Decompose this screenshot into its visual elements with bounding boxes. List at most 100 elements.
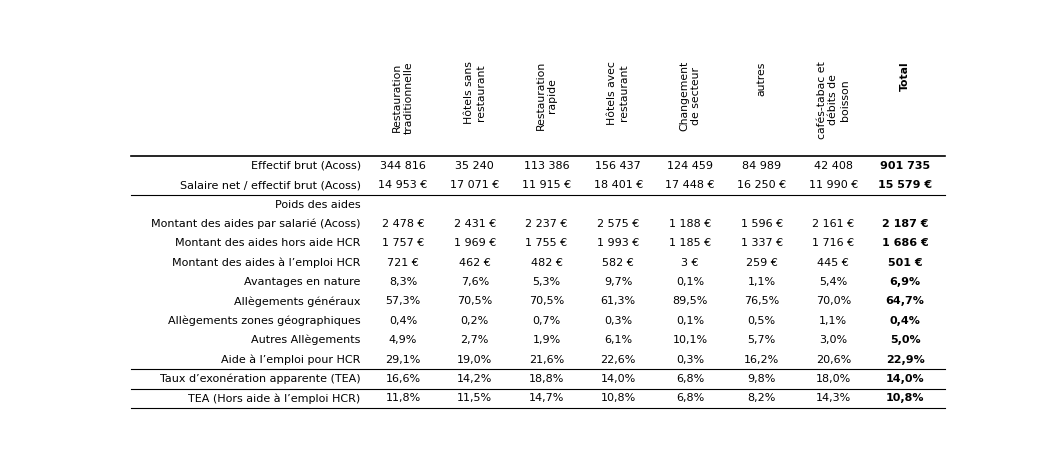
Text: 8,3%: 8,3% xyxy=(388,277,417,287)
Text: 6,9%: 6,9% xyxy=(889,277,921,287)
Text: 16 250 €: 16 250 € xyxy=(737,180,786,190)
Text: 11,5%: 11,5% xyxy=(457,393,492,403)
Text: 14,7%: 14,7% xyxy=(529,393,564,403)
Text: autres: autres xyxy=(757,61,766,95)
Text: 2 575 €: 2 575 € xyxy=(597,219,639,229)
Text: 156 437: 156 437 xyxy=(595,161,642,171)
Text: 1,1%: 1,1% xyxy=(819,316,847,326)
Text: 70,5%: 70,5% xyxy=(529,296,564,306)
Text: 0,1%: 0,1% xyxy=(676,277,704,287)
Text: Montant des aides à l’emploi HCR: Montant des aides à l’emploi HCR xyxy=(172,258,361,268)
Text: 4,9%: 4,9% xyxy=(388,335,417,345)
Text: 35 240: 35 240 xyxy=(456,161,495,171)
Text: 1 686 €: 1 686 € xyxy=(882,238,928,248)
Text: 721 €: 721 € xyxy=(387,258,419,268)
Text: 16,2%: 16,2% xyxy=(744,355,779,365)
Text: 17 071 €: 17 071 € xyxy=(450,180,500,190)
Text: cafés-tabac et
débits de
boisson: cafés-tabac et débits de boisson xyxy=(817,61,849,139)
Text: 9,7%: 9,7% xyxy=(604,277,632,287)
Text: 582 €: 582 € xyxy=(603,258,634,268)
Text: 5,0%: 5,0% xyxy=(889,335,921,345)
Text: 0,1%: 0,1% xyxy=(676,316,704,326)
Text: Salaire net / effectif brut (Acoss): Salaire net / effectif brut (Acoss) xyxy=(180,180,361,190)
Text: 21,6%: 21,6% xyxy=(529,355,564,365)
Text: 18,0%: 18,0% xyxy=(816,374,850,384)
Text: 1 969 €: 1 969 € xyxy=(454,238,496,248)
Text: 1 993 €: 1 993 € xyxy=(597,238,639,248)
Text: 5,4%: 5,4% xyxy=(819,277,847,287)
Text: 0,4%: 0,4% xyxy=(889,316,921,326)
Text: Montant des aides par salarié (Acoss): Montant des aides par salarié (Acoss) xyxy=(151,219,361,229)
Text: 14,0%: 14,0% xyxy=(886,374,924,384)
Text: 1 188 €: 1 188 € xyxy=(669,219,711,229)
Text: 8,2%: 8,2% xyxy=(748,393,776,403)
Text: Aide à l’emploi pour HCR: Aide à l’emploi pour HCR xyxy=(222,354,361,365)
Text: Autres Allègements: Autres Allègements xyxy=(251,335,361,345)
Text: 124 459: 124 459 xyxy=(667,161,713,171)
Text: 15 579 €: 15 579 € xyxy=(878,180,932,190)
Text: 22,9%: 22,9% xyxy=(886,355,924,365)
Text: 64,7%: 64,7% xyxy=(885,296,924,306)
Text: 0,3%: 0,3% xyxy=(676,355,704,365)
Text: 7,6%: 7,6% xyxy=(461,277,489,287)
Text: 11 990 €: 11 990 € xyxy=(808,180,858,190)
Text: 259 €: 259 € xyxy=(746,258,778,268)
Text: 2 187 €: 2 187 € xyxy=(882,219,928,229)
Text: TEA (Hors aide à l’emploi HCR): TEA (Hors aide à l’emploi HCR) xyxy=(189,393,361,404)
Text: 29,1%: 29,1% xyxy=(385,355,421,365)
Text: 2,7%: 2,7% xyxy=(461,335,489,345)
Text: 76,5%: 76,5% xyxy=(744,296,779,306)
Text: 6,1%: 6,1% xyxy=(604,335,632,345)
Text: 11 915 €: 11 915 € xyxy=(522,180,571,190)
Text: 14,2%: 14,2% xyxy=(457,374,492,384)
Text: 462 €: 462 € xyxy=(459,258,490,268)
Text: Restauration
rapide: Restauration rapide xyxy=(536,61,558,130)
Text: 14 953 €: 14 953 € xyxy=(378,180,427,190)
Text: 0,2%: 0,2% xyxy=(461,316,489,326)
Text: Hôtels avec
restaurant: Hôtels avec restaurant xyxy=(608,61,629,125)
Text: 113 386: 113 386 xyxy=(524,161,569,171)
Text: 42 408: 42 408 xyxy=(814,161,853,171)
Text: Montant des aides hors aide HCR: Montant des aides hors aide HCR xyxy=(175,238,361,248)
Text: 445 €: 445 € xyxy=(818,258,849,268)
Text: 84 989: 84 989 xyxy=(742,161,781,171)
Text: 1,9%: 1,9% xyxy=(532,335,561,345)
Text: 5,3%: 5,3% xyxy=(532,277,561,287)
Text: 0,7%: 0,7% xyxy=(532,316,561,326)
Text: Avantages en nature: Avantages en nature xyxy=(245,277,361,287)
Text: 16,6%: 16,6% xyxy=(385,374,421,384)
Text: 57,3%: 57,3% xyxy=(385,296,421,306)
Text: 20,6%: 20,6% xyxy=(816,355,850,365)
Text: 70,0%: 70,0% xyxy=(816,296,850,306)
Text: 0,5%: 0,5% xyxy=(748,316,776,326)
Text: 2 237 €: 2 237 € xyxy=(525,219,568,229)
Text: 501 €: 501 € xyxy=(887,258,922,268)
Text: 18,8%: 18,8% xyxy=(529,374,564,384)
Text: 482 €: 482 € xyxy=(530,258,563,268)
Text: 6,8%: 6,8% xyxy=(676,374,705,384)
Text: 3,0%: 3,0% xyxy=(819,335,847,345)
Text: 10,8%: 10,8% xyxy=(886,393,924,403)
Text: Allègements généraux: Allègements généraux xyxy=(234,296,361,307)
Text: 89,5%: 89,5% xyxy=(672,296,708,306)
Text: Hôtels sans
restaurant: Hôtels sans restaurant xyxy=(464,61,485,124)
Text: 9,8%: 9,8% xyxy=(748,374,776,384)
Text: 10,1%: 10,1% xyxy=(672,335,708,345)
Text: 2 161 €: 2 161 € xyxy=(813,219,855,229)
Text: 2 478 €: 2 478 € xyxy=(382,219,424,229)
Text: 61,3%: 61,3% xyxy=(601,296,636,306)
Text: 19,0%: 19,0% xyxy=(457,355,492,365)
Text: 14,3%: 14,3% xyxy=(816,393,850,403)
Text: 3 €: 3 € xyxy=(681,258,698,268)
Text: 22,6%: 22,6% xyxy=(601,355,636,365)
Text: 1,1%: 1,1% xyxy=(748,277,776,287)
Text: 10,8%: 10,8% xyxy=(601,393,636,403)
Text: 1 757 €: 1 757 € xyxy=(382,238,424,248)
Text: 1 337 €: 1 337 € xyxy=(740,238,782,248)
Text: 17 448 €: 17 448 € xyxy=(666,180,715,190)
Text: 70,5%: 70,5% xyxy=(457,296,492,306)
Text: 1 185 €: 1 185 € xyxy=(669,238,711,248)
Text: 18 401 €: 18 401 € xyxy=(593,180,643,190)
Text: 1 755 €: 1 755 € xyxy=(525,238,568,248)
Text: 14,0%: 14,0% xyxy=(601,374,636,384)
